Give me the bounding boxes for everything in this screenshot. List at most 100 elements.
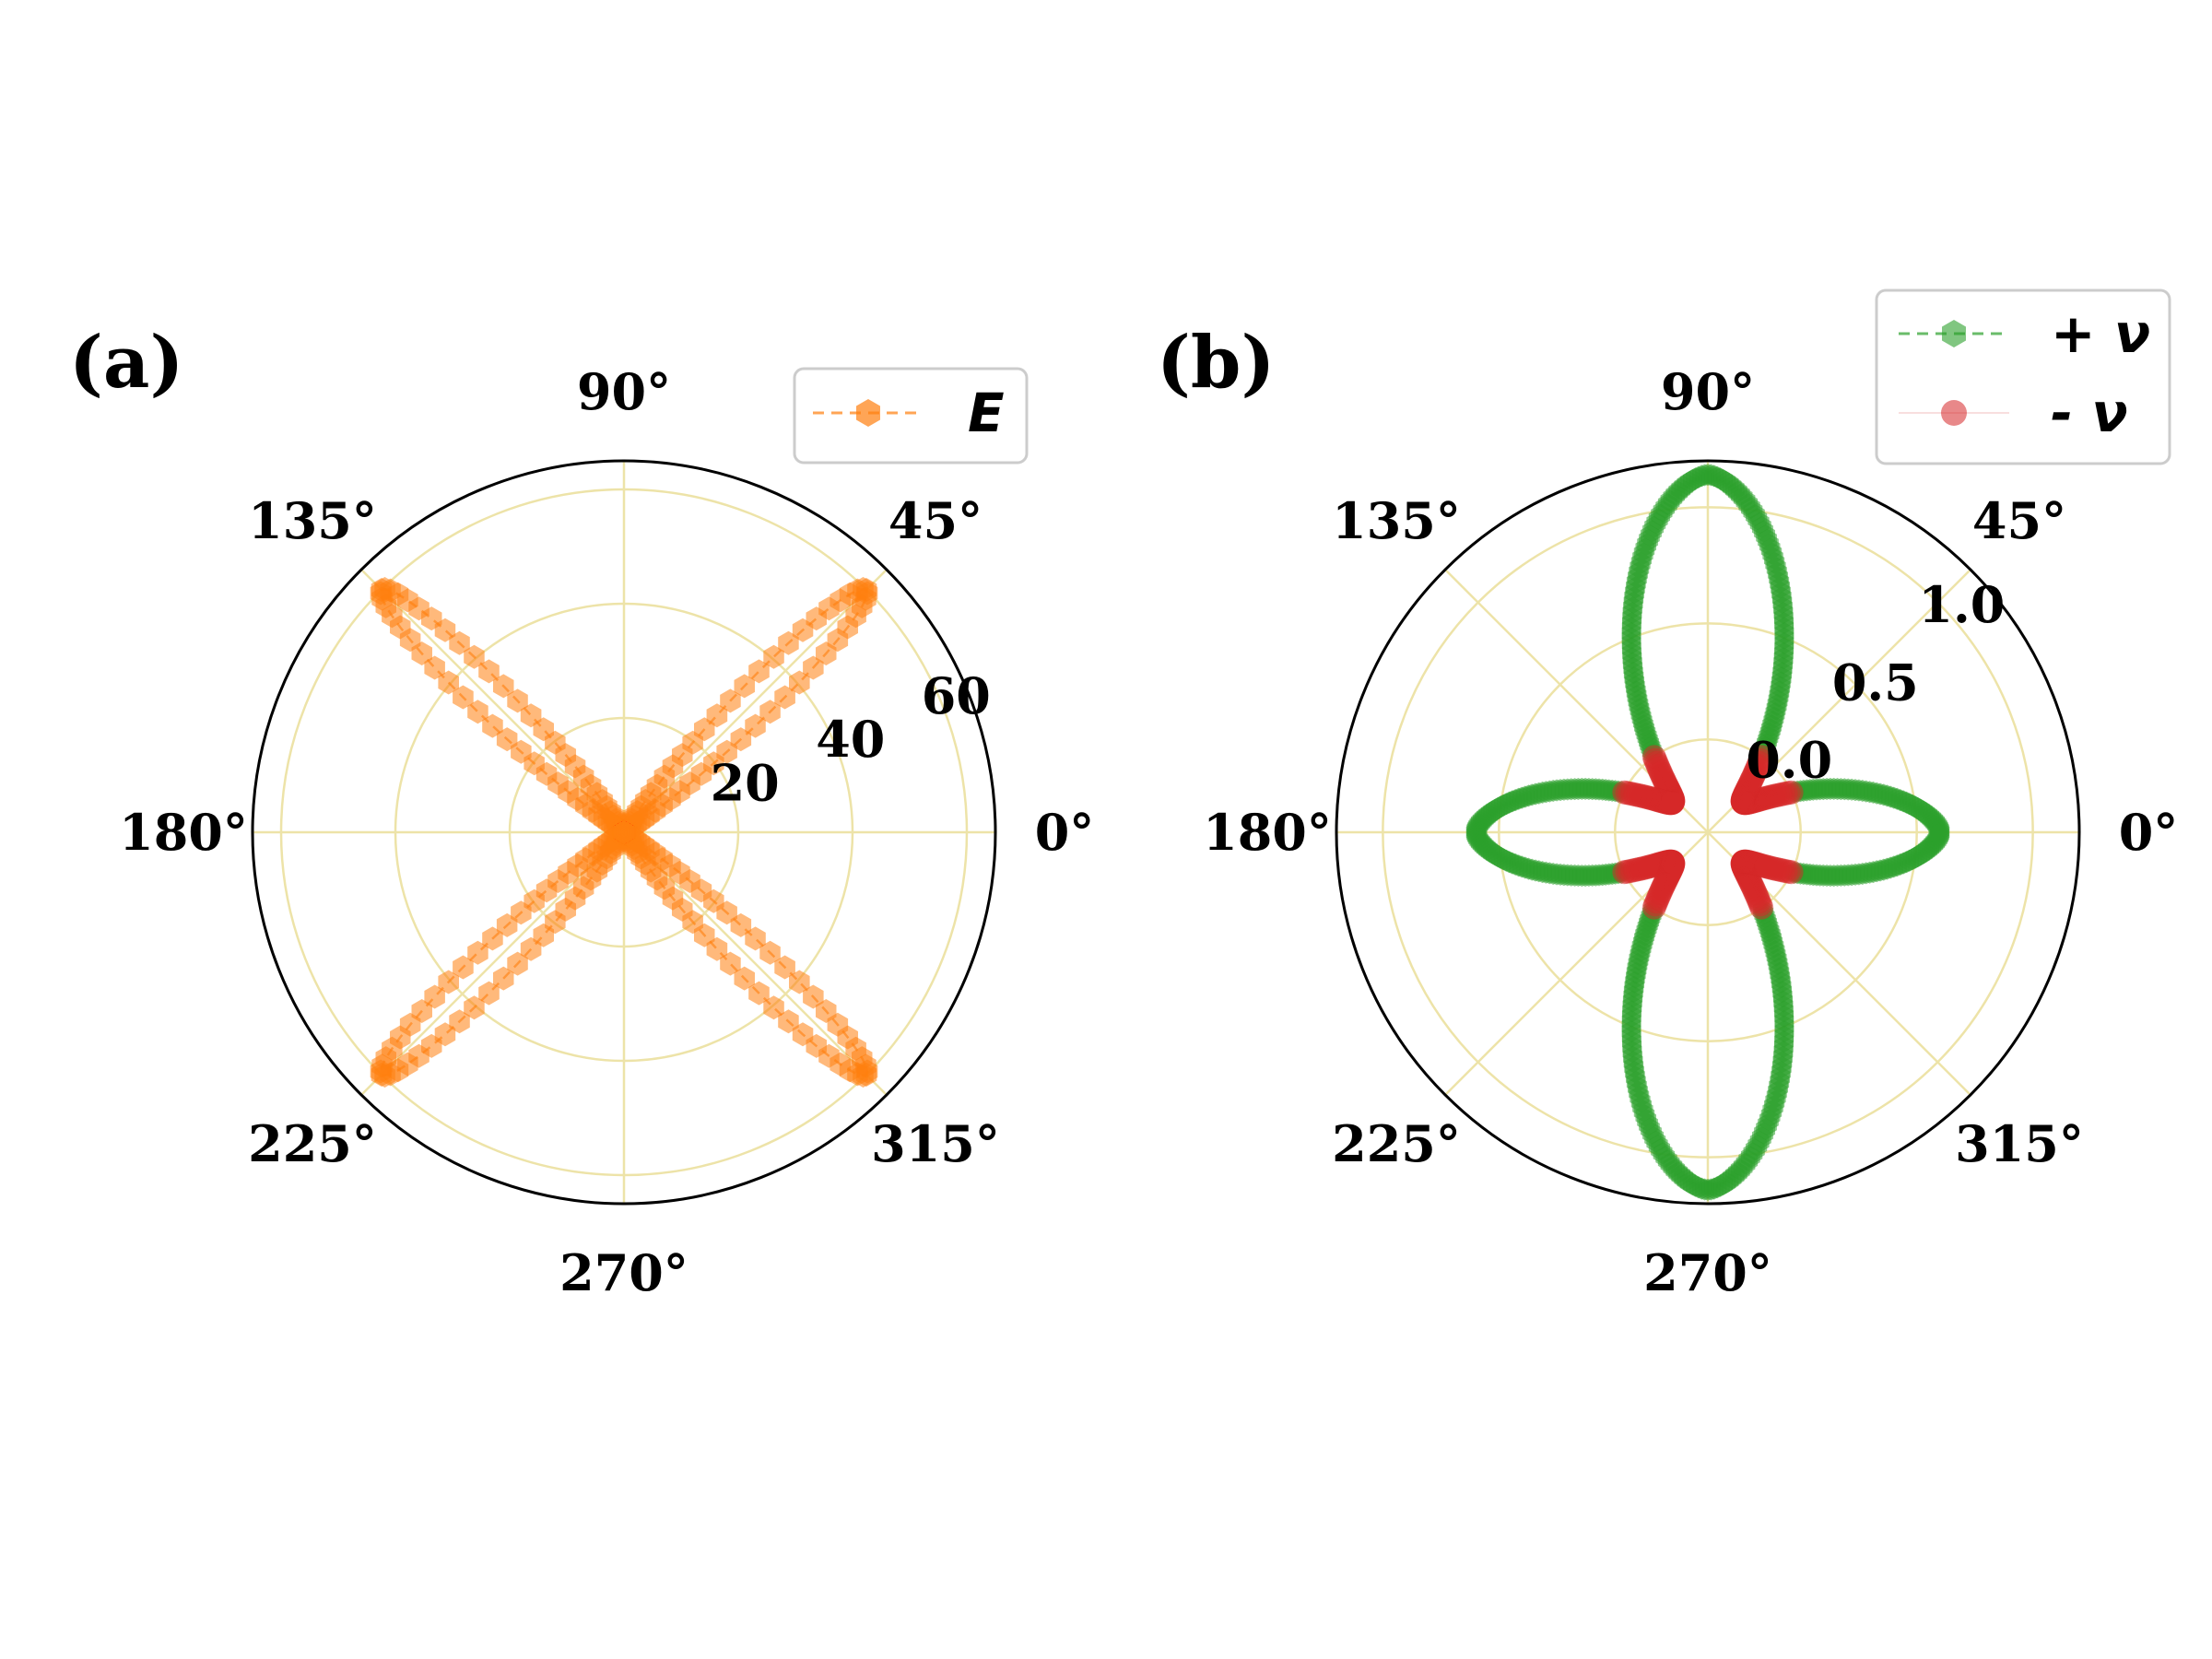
series-e-point — [496, 912, 518, 937]
theta-tick-label: 90° — [577, 362, 671, 421]
series-minus-nu-point — [1749, 745, 1774, 770]
series-e-point — [507, 688, 528, 713]
series-e-point — [734, 674, 755, 699]
series-e-point — [759, 940, 781, 965]
r-tick-label: 1.0 — [1918, 575, 2005, 634]
series-e-point — [424, 984, 445, 1009]
grid-spoke — [623, 831, 888, 1096]
series-e-point — [774, 955, 795, 980]
series-e-point — [453, 685, 474, 710]
theta-tick-label: 180° — [119, 803, 248, 862]
panel-b: (b) 0° 45° 90° 135° 180° 225° 270° 315° 0.00.5 1… — [1157, 288, 2178, 1302]
r-tick-label: 20 — [711, 754, 780, 813]
series-e-point — [478, 981, 500, 1006]
series-e-point — [493, 966, 514, 991]
series-e-point — [694, 923, 715, 947]
theta-tick-label: 270° — [559, 1243, 688, 1302]
series-e-point — [467, 700, 488, 724]
panel-label-a: (a) — [69, 321, 183, 405]
series-e-point — [520, 703, 542, 728]
series-e-point — [745, 713, 766, 738]
series-e-point — [467, 940, 488, 965]
series-e-point — [520, 936, 542, 961]
series-e-point — [720, 688, 741, 713]
series-e-point — [763, 644, 784, 669]
series-e-point — [774, 685, 795, 710]
series-minus-nu-point — [1779, 860, 1804, 885]
r-tick-label: 60 — [922, 666, 991, 725]
series-e-point — [464, 644, 485, 669]
series-e-point — [706, 703, 728, 728]
r-tick-label: 0.5 — [1832, 653, 1919, 712]
panel-a: (a) 0°45°90°135°180°225°270°315° 204060 … — [69, 321, 1094, 1302]
legend-b: + ν - ν — [1875, 288, 2171, 465]
series-e-point — [482, 713, 503, 738]
theta-tick-label: 180° — [1203, 803, 1332, 862]
series-e-point — [748, 659, 770, 684]
grid-spoke — [360, 569, 625, 833]
series-e-point — [816, 999, 837, 1023]
theta-tick-label: 0° — [1035, 803, 1095, 862]
legend-b-label-minus: - ν — [2051, 382, 2128, 444]
series-minus-nu-points — [1612, 745, 1804, 920]
series-e-point — [778, 630, 799, 655]
series-e-point — [763, 995, 784, 1020]
r-ticks-a: 20 40 60 — [711, 666, 991, 813]
series-e-point — [803, 984, 824, 1009]
legend-a: E — [793, 367, 1029, 465]
grid-spoke — [360, 831, 625, 1096]
series-e-point — [478, 659, 500, 684]
series-e-point — [730, 727, 752, 752]
series-e-point — [411, 641, 432, 665]
series-e-point — [748, 981, 770, 1006]
series-e-points — [370, 577, 878, 1088]
series-e-point — [803, 655, 824, 680]
series-minus-nu-point — [1612, 780, 1637, 805]
series-e-point — [424, 655, 445, 680]
r-ticks-b: 0.00.5 1.0 — [1746, 575, 2005, 790]
series-e-point — [706, 936, 728, 961]
series-minus-nu-point — [1641, 895, 1666, 920]
series-e-point — [453, 955, 474, 980]
series-e-point — [449, 1009, 470, 1034]
legend-b-marker-minus — [1941, 400, 1967, 426]
series-e-point — [613, 820, 635, 844]
polar-frame-b — [1335, 459, 2081, 1206]
series-e-point — [507, 951, 528, 976]
r-tick-label: 0.0 — [1746, 731, 1832, 790]
series-e-point — [792, 618, 814, 642]
polar-frame-a — [251, 459, 997, 1206]
theta-tick-label: 225° — [248, 1114, 377, 1173]
theta-tick-label: 315° — [1955, 1114, 2084, 1173]
series-e-point — [789, 970, 810, 994]
series-plus-nu-point — [1930, 823, 1949, 846]
series-e-point — [734, 966, 755, 991]
theta-ticks-b: 0° 45° 90° 135° 180° 225° 270° 315° — [1203, 362, 2178, 1302]
series-e-point — [449, 630, 470, 655]
legend-a-frame — [793, 367, 1029, 465]
r-tick-label: 40 — [816, 710, 885, 769]
series-e-point — [745, 926, 766, 951]
theta-tick-label: 45° — [888, 491, 982, 550]
panel-label-b: (b) — [1157, 321, 1275, 405]
series-e-point — [438, 970, 459, 994]
theta-tick-label: 135° — [248, 491, 377, 550]
series-e-point — [789, 670, 810, 695]
series-e-point — [434, 1022, 456, 1047]
series-e-point — [464, 995, 485, 1020]
series-e-point — [533, 717, 554, 742]
theta-tick-label: 0° — [2119, 803, 2179, 862]
theta-ticks-a: 0° 45° 90° 135° 180° 225° 270° 315° — [119, 362, 1094, 1302]
legend-a-marker — [856, 399, 880, 427]
theta-tick-label: 90° — [1661, 362, 1755, 421]
series-e-point — [778, 1009, 799, 1034]
theta-tick-label: 135° — [1332, 491, 1461, 550]
series-e-point — [493, 674, 514, 699]
polar-grid-a — [253, 461, 995, 1204]
series-e-point — [720, 951, 741, 976]
legend-b-label-plus: + ν — [2051, 302, 2150, 365]
theta-tick-label: 315° — [871, 1114, 1000, 1173]
grid-spoke — [623, 569, 888, 833]
theta-tick-label: 225° — [1332, 1114, 1461, 1173]
